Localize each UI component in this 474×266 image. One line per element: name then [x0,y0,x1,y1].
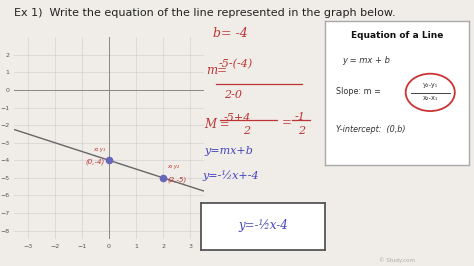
Text: 2: 2 [243,126,250,136]
Text: Slope: m =: Slope: m = [336,87,381,96]
Text: x₂-x₁: x₂-x₁ [422,94,438,101]
Text: y=-½x+-4: y=-½x+-4 [203,170,259,181]
Text: Y-intercept:  (0,b): Y-intercept: (0,b) [336,125,406,134]
Text: y₂-y₁: y₂-y₁ [423,82,438,88]
Text: Ex 1)  Write the equation of the line represented in the graph below.: Ex 1) Write the equation of the line rep… [14,8,396,18]
Point [105,158,113,163]
Text: (2,-5): (2,-5) [167,176,186,183]
Text: -5-(-4): -5-(-4) [219,59,253,69]
Point [159,176,167,180]
Text: -5+4: -5+4 [224,113,251,123]
Text: 2: 2 [298,126,305,136]
Text: M =: M = [204,118,229,131]
Text: y = mx + b: y = mx + b [342,56,390,65]
Text: b= -4: b= -4 [212,27,247,40]
Text: m=: m= [206,64,227,77]
Text: y=-½x-4: y=-½x-4 [238,219,288,232]
Text: x₁ y₁: x₁ y₁ [93,147,105,152]
Text: 2-0: 2-0 [224,90,242,101]
Text: y=mx+b: y=mx+b [205,146,254,156]
Text: © Study.com: © Study.com [379,258,415,263]
Text: =: = [282,117,292,130]
Text: Equation of a Line: Equation of a Line [351,31,443,40]
Text: x₂ y₂: x₂ y₂ [167,164,179,169]
Text: (0,-4): (0,-4) [86,159,105,165]
Text: -1: -1 [295,112,306,122]
